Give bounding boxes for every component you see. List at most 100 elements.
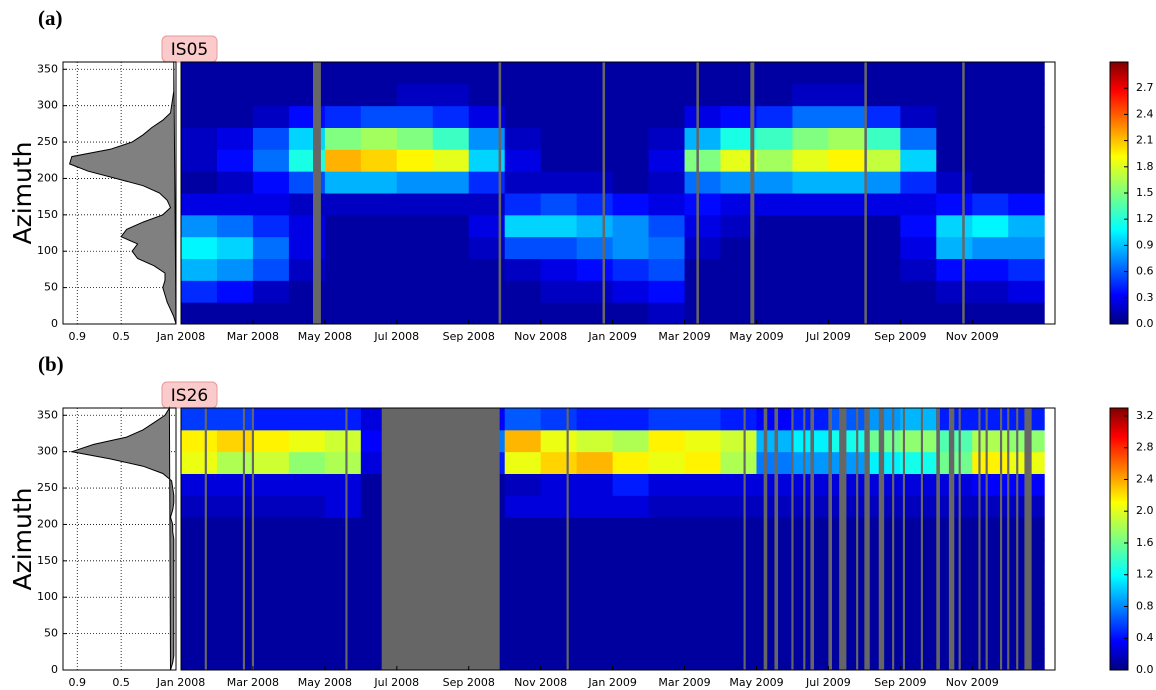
data-gap — [1024, 408, 1031, 670]
heatmap-cell — [685, 495, 721, 517]
heatmap-cell — [1008, 62, 1044, 84]
heatmap-cell — [577, 259, 613, 281]
colorbar-tick-label: 2.8 — [1136, 441, 1154, 454]
heatmap-cell — [397, 259, 433, 281]
heatmap-cell — [325, 583, 361, 605]
data-gap — [864, 62, 867, 324]
heatmap-cell — [181, 430, 217, 452]
heatmap-cell — [325, 408, 361, 430]
heatmap-cell — [900, 215, 936, 237]
heatmap-cell — [217, 583, 253, 605]
heatmap-cell — [181, 539, 217, 561]
y-tick-label: 300 — [37, 445, 58, 458]
heatmap-cell — [613, 517, 649, 539]
data-gap — [1000, 408, 1002, 670]
heatmap-cell — [217, 280, 253, 302]
heatmap-cell — [361, 149, 397, 171]
heatmap-cell — [361, 302, 397, 324]
data-gap — [603, 62, 606, 324]
heatmap-cell — [289, 605, 325, 627]
heatmap-cell — [325, 517, 361, 539]
y-tick-label: 100 — [37, 590, 58, 603]
heatmap-cell — [217, 408, 253, 430]
heatmap-cell — [541, 408, 577, 430]
heatmap-cell — [864, 259, 900, 281]
y-tick-label: 350 — [37, 62, 58, 75]
heatmap-cell — [325, 452, 361, 474]
heatmap-cell — [181, 171, 217, 193]
heatmap-cell — [181, 648, 217, 670]
heatmap-cell — [253, 237, 289, 259]
x-tick-label: Jan 2009 — [587, 676, 636, 689]
heatmap-cell — [828, 302, 864, 324]
heatmap-cell — [756, 302, 792, 324]
heatmap-cell — [649, 171, 685, 193]
heatmap-cell — [433, 237, 469, 259]
heatmap-cell — [397, 106, 433, 128]
colorbar-tick-label: 2.7 — [1136, 81, 1154, 94]
heatmap-cell — [181, 626, 217, 648]
heatmap-cell — [217, 474, 253, 496]
heatmap-cell — [721, 408, 757, 430]
heatmap-cell — [181, 280, 217, 302]
heatmap-cell — [792, 149, 828, 171]
data-gap — [864, 408, 869, 670]
heatmap-cell — [325, 171, 361, 193]
data-gap — [750, 62, 754, 324]
heatmap-cell — [792, 128, 828, 150]
heatmap-cell — [972, 561, 1008, 583]
heatmap-cell — [505, 583, 541, 605]
colorbar-tick-label: 2.1 — [1136, 134, 1154, 147]
heatmap-cell — [253, 583, 289, 605]
heatmap-cell — [181, 149, 217, 171]
colorbar-tick-label: 2.4 — [1136, 472, 1154, 485]
heatmap-cell — [253, 648, 289, 670]
heatmap-cell — [289, 430, 325, 452]
heatmap-cell — [756, 171, 792, 193]
heatmap-cell — [721, 474, 757, 496]
heatmap-cell — [828, 495, 864, 517]
heatmap-cell — [972, 106, 1008, 128]
heatmap-cell — [613, 171, 649, 193]
heatmap-cell — [936, 149, 972, 171]
heatmap-cell — [505, 171, 541, 193]
data-gap — [949, 408, 954, 670]
heatmap-cell — [828, 474, 864, 496]
density-area — [72, 408, 174, 670]
heatmap-cell — [217, 495, 253, 517]
heatmap-cell — [325, 193, 361, 215]
heatmap-cell — [433, 62, 469, 84]
heatmap-cell — [900, 474, 936, 496]
heatmap-cell — [828, 561, 864, 583]
heatmap-cell — [649, 430, 685, 452]
x-tick-label: Jan 2008 — [156, 330, 205, 343]
x-tick-label: Jul 2009 — [805, 676, 851, 689]
y-tick-label: 0 — [51, 663, 58, 676]
heatmap-cell — [649, 561, 685, 583]
heatmap-cell — [325, 149, 361, 171]
heatmap-cell — [253, 171, 289, 193]
heatmap-cell — [397, 62, 433, 84]
heatmap-cell — [541, 106, 577, 128]
heatmap-cell — [972, 539, 1008, 561]
heatmap-cell — [325, 280, 361, 302]
heatmap-cell — [433, 215, 469, 237]
heatmap-cell — [792, 215, 828, 237]
heatmap-cell — [181, 474, 217, 496]
heatmap-cell — [541, 474, 577, 496]
heatmap-cell — [792, 302, 828, 324]
heatmap-cell — [577, 430, 613, 452]
heatmap-cell — [900, 495, 936, 517]
heatmap-cell — [649, 302, 685, 324]
x-tick-label: Mar 2009 — [658, 676, 710, 689]
heatmap-cell — [936, 215, 972, 237]
heatmap-cell — [685, 149, 721, 171]
heatmap-cell — [936, 605, 972, 627]
heatmap-cell — [792, 62, 828, 84]
data-gap — [936, 408, 940, 670]
heatmap-cell — [900, 149, 936, 171]
heatmap-cell — [505, 408, 541, 430]
colorbar-tick-label: 0.8 — [1136, 599, 1154, 612]
heatmap-cell — [613, 259, 649, 281]
heatmap-cell — [253, 517, 289, 539]
